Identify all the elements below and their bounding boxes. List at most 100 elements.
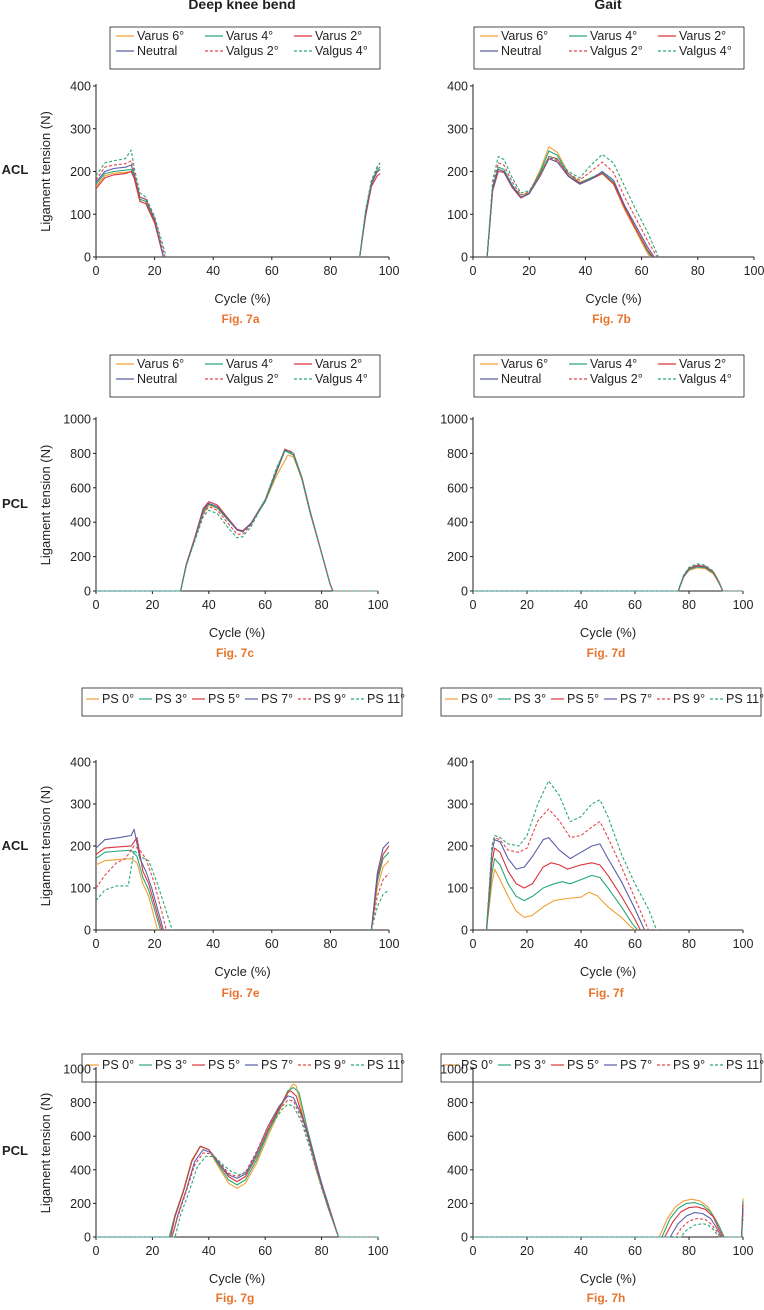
legend-label-varus-6: Varus 6° bbox=[137, 357, 184, 371]
legend-label-ps-5: PS 5° bbox=[567, 692, 599, 706]
x-tick-label: 80 bbox=[323, 937, 337, 951]
figure-caption: Fig. 7b bbox=[592, 312, 631, 326]
series-line-varus-4 bbox=[473, 566, 743, 592]
series-line-ps-5 bbox=[96, 1090, 378, 1238]
panel-fig-7f: PS 0° PS 3° PS 5° PS 7° PS 9° PS 11°010020030… bbox=[440, 687, 764, 1000]
x-tick-label: 80 bbox=[315, 1244, 329, 1258]
x-axis-label: Cycle (%) bbox=[580, 964, 636, 979]
legend-label-ps-0: PS 0° bbox=[461, 692, 493, 706]
series-line-ps-9 bbox=[485, 808, 650, 931]
legend-label-ps-7: PS 7° bbox=[620, 1058, 652, 1072]
y-tick-label: 1000 bbox=[63, 1063, 91, 1077]
x-axis-label: Cycle (%) bbox=[214, 291, 270, 306]
legend-box bbox=[473, 354, 745, 398]
y-tick-label: 0 bbox=[84, 585, 91, 599]
y-tick-label: 200 bbox=[70, 165, 91, 179]
legend-label-ps-9: PS 9° bbox=[314, 692, 346, 706]
series-line-varus-2 bbox=[486, 155, 654, 258]
x-axis-label: Cycle (%) bbox=[585, 291, 641, 306]
x-tick-label: 0 bbox=[93, 598, 100, 612]
legend-label-varus-4: Varus 4° bbox=[590, 357, 637, 371]
legend-box bbox=[440, 1053, 762, 1083]
series-line-ps-11 bbox=[485, 780, 658, 931]
x-tick-label: 0 bbox=[93, 264, 100, 278]
legend-box bbox=[109, 26, 381, 70]
y-tick-label: 600 bbox=[70, 481, 91, 495]
y-tick-label: 0 bbox=[84, 251, 91, 265]
legend-label-ps-11: PS 11° bbox=[726, 692, 764, 706]
y-tick-label: 300 bbox=[70, 798, 91, 812]
y-tick-label: 400 bbox=[70, 756, 91, 770]
series-line-ps-7 bbox=[473, 1208, 744, 1238]
x-tick-label: 100 bbox=[368, 598, 389, 612]
y-tick-label: 100 bbox=[447, 882, 468, 896]
x-tick-label: 80 bbox=[682, 598, 696, 612]
legend-label-ps-3: PS 3° bbox=[155, 1058, 187, 1072]
legend-label-varus-2: Varus 2° bbox=[315, 29, 362, 43]
x-axis-label: Cycle (%) bbox=[214, 964, 270, 979]
legend-label-ps-11: PS 11° bbox=[726, 1058, 764, 1072]
x-tick-label: 20 bbox=[520, 937, 534, 951]
y-tick-label: 300 bbox=[447, 122, 468, 136]
legend-label-valgus-4: Valgus 4° bbox=[315, 372, 368, 386]
x-tick-label: 20 bbox=[520, 1244, 534, 1258]
y-tick-label: 200 bbox=[447, 1197, 468, 1211]
legend-label-ps-0: PS 0° bbox=[102, 1058, 134, 1072]
x-tick-label: 20 bbox=[148, 937, 162, 951]
legend-label-ps-7: PS 7° bbox=[620, 692, 652, 706]
series-line-varus-2 bbox=[95, 170, 164, 258]
y-tick-label: 400 bbox=[447, 1163, 468, 1177]
y-tick-label: 200 bbox=[447, 840, 468, 854]
y-tick-label: 1000 bbox=[440, 413, 468, 427]
series-line-valgus-4 bbox=[96, 450, 378, 592]
legend-label-varus-6: Varus 6° bbox=[137, 29, 184, 43]
series-line-ps-5 bbox=[473, 1204, 744, 1238]
legend-label-valgus-4: Valgus 4° bbox=[679, 372, 732, 386]
y-axis-label: Ligament tension (N) bbox=[38, 1093, 53, 1214]
series-line-valgus-2 bbox=[96, 448, 378, 592]
series-line-varus-4 bbox=[96, 450, 378, 592]
column-title-left: Deep knee bend bbox=[188, 0, 296, 12]
y-tick-label: 800 bbox=[70, 1096, 91, 1110]
y-tick-label: 400 bbox=[70, 516, 91, 530]
x-tick-label: 100 bbox=[379, 937, 400, 951]
legend-label-valgus-2: Valgus 2° bbox=[590, 44, 643, 58]
x-tick-label: 60 bbox=[628, 937, 642, 951]
y-axis-label: Ligament tension (N) bbox=[38, 786, 53, 907]
y-tick-label: 1000 bbox=[440, 1063, 468, 1077]
series-line-valgus-2 bbox=[486, 157, 658, 258]
x-tick-label: 80 bbox=[323, 264, 337, 278]
x-tick-label: 100 bbox=[733, 1244, 754, 1258]
x-tick-label: 0 bbox=[470, 598, 477, 612]
y-tick-label: 200 bbox=[70, 840, 91, 854]
series-line-valgus-4 bbox=[486, 153, 660, 258]
panel-fig-7h: PS 0° PS 3° PS 5° PS 7° PS 9° PS 11°020040060… bbox=[440, 1053, 764, 1305]
y-tick-label: 100 bbox=[447, 208, 468, 222]
x-axis-label: Cycle (%) bbox=[580, 625, 636, 640]
y-axis-label: Ligament tension (N) bbox=[38, 111, 53, 232]
legend-label-valgus-4: Valgus 4° bbox=[315, 44, 368, 58]
x-tick-label: 60 bbox=[628, 1244, 642, 1258]
series-line-ps-7 bbox=[485, 837, 646, 931]
panel-fig-7e: PS 0° PS 3° PS 5° PS 7° PS 9° PS 11°010020030… bbox=[38, 687, 405, 1000]
x-tick-label: 0 bbox=[93, 937, 100, 951]
legend-label-varus-2: Varus 2° bbox=[679, 357, 726, 371]
x-tick-label: 40 bbox=[206, 264, 220, 278]
series-line-ps-11 bbox=[95, 849, 173, 931]
series-line-ps-3 bbox=[96, 1086, 378, 1238]
legend-label-ps-5: PS 5° bbox=[567, 1058, 599, 1072]
x-tick-label: 0 bbox=[470, 264, 477, 278]
panel-fig-7c: Varus 6° Varus 4° Varus 2° Neutral Valgus 2°… bbox=[38, 354, 389, 660]
series-line-varus-6 bbox=[473, 567, 743, 592]
legend-label-varus-6: Varus 6° bbox=[501, 357, 548, 371]
y-tick-label: 400 bbox=[70, 1163, 91, 1177]
series-line-ps-5 bbox=[95, 837, 163, 931]
series-line-valgus-4 bbox=[95, 149, 167, 258]
figure-caption: Fig. 7h bbox=[587, 1291, 626, 1305]
x-axis-label: Cycle (%) bbox=[209, 625, 265, 640]
series-line-ps-11 bbox=[473, 1218, 744, 1238]
x-tick-label: 0 bbox=[470, 1244, 477, 1258]
series-line-ps-5 bbox=[485, 847, 641, 931]
row-label-acl-alignment: ACL bbox=[1, 162, 29, 177]
y-axis-label: Ligament tension (N) bbox=[38, 445, 53, 566]
